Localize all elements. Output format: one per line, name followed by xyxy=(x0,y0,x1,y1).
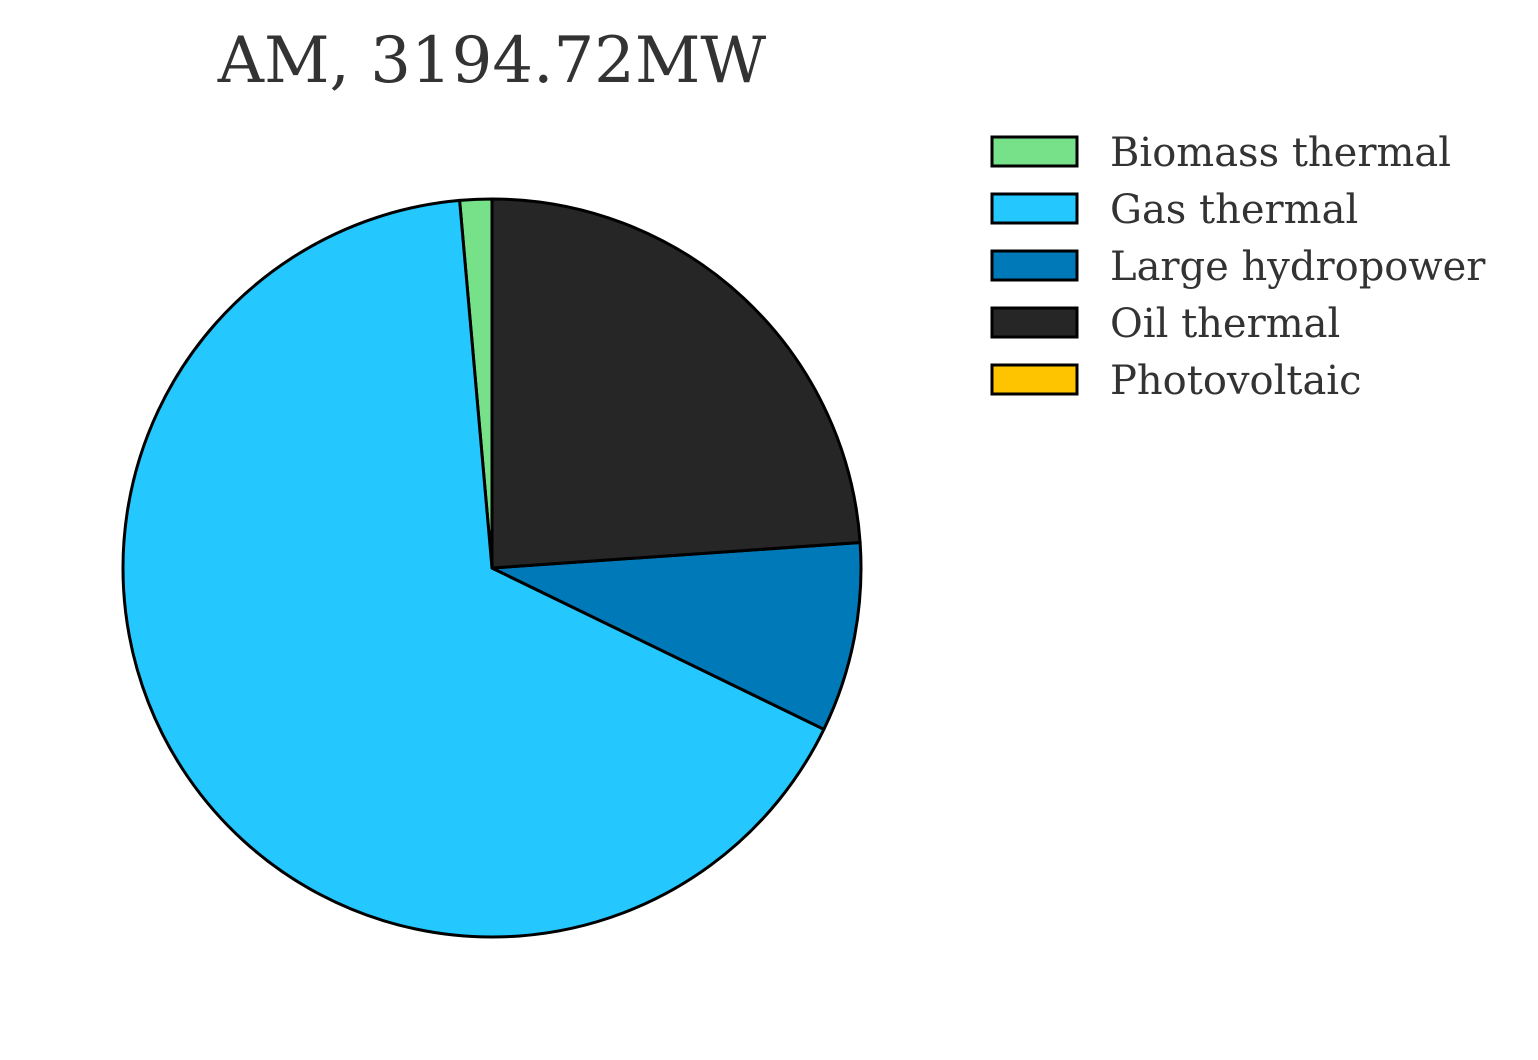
legend: Biomass thermal Gas thermal Large hydropow… xyxy=(990,130,1486,404)
legend-label-large-hydropower: Large hydropower xyxy=(1110,244,1486,290)
legend-swatch-large-hydropower xyxy=(990,249,1079,282)
legend-label-gas-thermal: Gas thermal xyxy=(1110,187,1358,233)
legend-swatch-gas-thermal xyxy=(990,192,1079,225)
pie-slices xyxy=(121,197,863,939)
legend-label-photovoltaic: Photovoltaic xyxy=(1110,358,1362,404)
legend-swatch-biomass-thermal xyxy=(990,135,1079,168)
chart-title: AM, 3194.72MW xyxy=(217,24,767,98)
legend-swatch-oil-thermal xyxy=(990,306,1079,339)
legend-label-biomass-thermal: Biomass thermal xyxy=(1110,130,1451,176)
legend-swatch-photovoltaic xyxy=(990,363,1079,396)
legend-label-oil-thermal: Oil thermal xyxy=(1110,301,1340,347)
pie-slice-oil-thermal xyxy=(490,197,862,570)
pie-slice-large-hydropower xyxy=(490,541,863,731)
pie-slice-gas-thermal xyxy=(121,198,826,939)
